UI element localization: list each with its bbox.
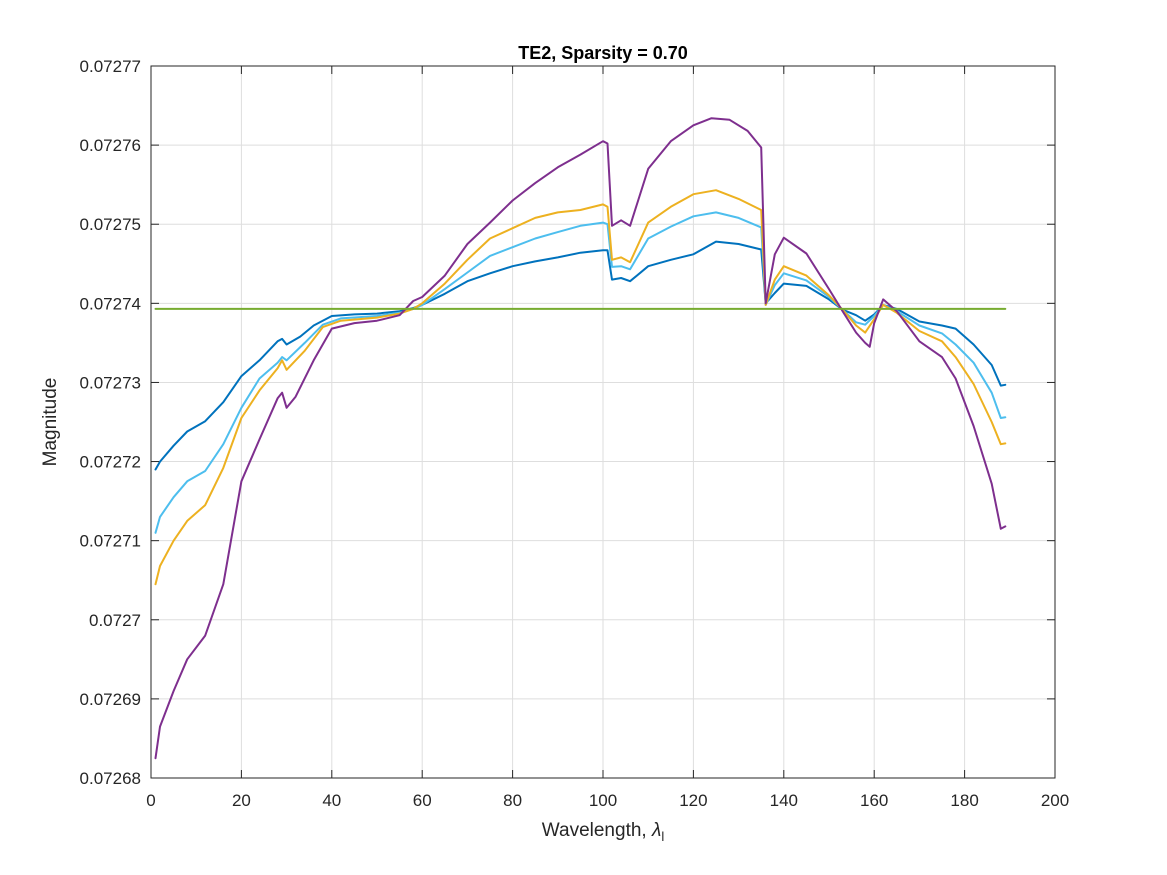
x-axis-label-subscript: l xyxy=(661,829,664,844)
y-tick-label: 0.07277 xyxy=(80,57,141,76)
y-tick-label: 0.07269 xyxy=(80,690,141,709)
y-tick-label: 0.07275 xyxy=(80,215,141,234)
y-tick-label: 0.07273 xyxy=(80,373,141,392)
x-tick-label: 160 xyxy=(860,791,888,810)
series-line-1 xyxy=(154,240,1007,471)
x-tick-label: 180 xyxy=(950,791,978,810)
chart-title: TE2, Sparsity = 0.70 xyxy=(518,43,688,63)
y-tick-label: 0.07274 xyxy=(80,294,141,313)
series-line-2 xyxy=(154,211,1007,534)
series-line-4 xyxy=(154,117,1007,760)
x-axis-label: Wavelength, λl xyxy=(542,820,665,844)
x-tick-label: 80 xyxy=(503,791,522,810)
grid-lines xyxy=(151,66,1055,778)
series-lines xyxy=(154,117,1007,760)
y-axis-label: Magnitude xyxy=(40,378,61,467)
y-tick-label: 0.07276 xyxy=(80,136,141,155)
x-tick-label: 0 xyxy=(146,791,155,810)
axis-ticks: 0 20 40 60 80 100 120 140 160 180 200 0.07268 0.0726… xyxy=(80,57,1070,810)
x-tick-label: 140 xyxy=(770,791,798,810)
x-tick-label: 40 xyxy=(322,791,341,810)
y-tick-label: 0.07271 xyxy=(80,532,141,551)
x-tick-label: 200 xyxy=(1041,791,1069,810)
x-axis-label-symbol: λ xyxy=(651,820,661,841)
y-tick-label: 0.0727 xyxy=(89,611,141,630)
x-tick-label: 60 xyxy=(413,791,432,810)
x-tick-label: 100 xyxy=(589,791,617,810)
x-axis-label-text: Wavelength, xyxy=(542,820,652,841)
x-tick-label: 120 xyxy=(679,791,707,810)
y-tick-label: 0.07268 xyxy=(80,769,141,788)
y-tick-label: 0.07272 xyxy=(80,453,141,472)
x-tick-label: 20 xyxy=(232,791,251,810)
